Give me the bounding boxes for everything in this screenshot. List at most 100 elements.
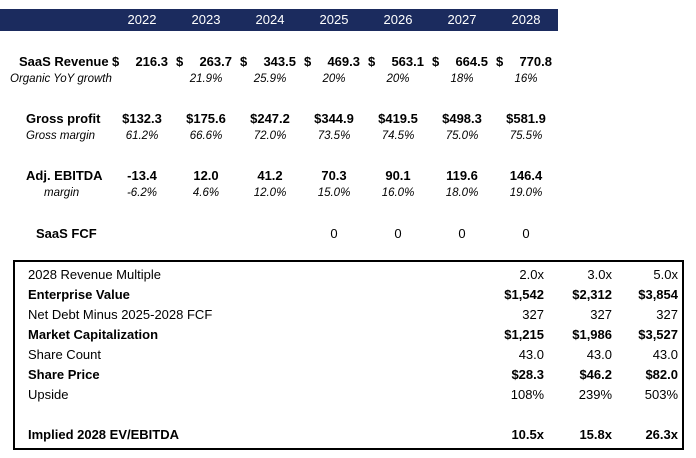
ebitda-cell: 12.0 xyxy=(193,168,219,183)
year-header: 2024 xyxy=(255,12,285,27)
currency-symbol: $ xyxy=(176,54,184,69)
valuation-row-label: Net Debt Minus 2025-2028 FCF xyxy=(28,307,213,322)
valuation-value: 327 xyxy=(590,307,612,322)
valuation-row-label: 2028 Revenue Multiple xyxy=(28,267,161,282)
em-cell: 15.0% xyxy=(317,187,351,199)
valuation-value: $28.3 xyxy=(511,367,544,382)
gp-cell: $581.9 xyxy=(506,111,546,126)
gm-cell: 75.0% xyxy=(445,130,479,142)
revenue-value: 770.8 xyxy=(519,54,552,69)
valuation-value: $46.2 xyxy=(579,367,612,382)
em-cell: 19.0% xyxy=(509,187,543,199)
valuation-row: Share Count 43.0 43.0 43.0 xyxy=(15,347,686,367)
gp-cell: $344.9 xyxy=(314,111,354,126)
valuation-value: $82.0 xyxy=(645,367,678,382)
gm-cell: 72.0% xyxy=(253,130,287,142)
gp-cell: $419.5 xyxy=(378,111,418,126)
revenue-value: 563.1 xyxy=(391,54,424,69)
gp-cell: $498.3 xyxy=(442,111,482,126)
adj-ebitda-label: Adj. EBITDA xyxy=(26,168,103,183)
growth-cell: 25.9% xyxy=(253,73,287,85)
valuation-row-label: Market Capitalization xyxy=(28,327,159,342)
valuation-value: 15.8x xyxy=(579,427,612,442)
valuation-value: 108% xyxy=(510,387,544,402)
fcf-cell: 0 xyxy=(458,226,466,241)
valuation-value: 2.0x xyxy=(519,267,544,282)
valuation-row: Market Capitalization $1,215 $1,986 $3,527 xyxy=(15,327,686,347)
saas-fcf-label: SaaS FCF xyxy=(36,226,97,241)
valuation-row-label: Enterprise Value xyxy=(28,287,130,302)
em-cell: -6.2% xyxy=(126,187,158,199)
gm-cell: 74.5% xyxy=(381,130,415,142)
growth-cell: 18% xyxy=(450,73,474,85)
year-header: 2025 xyxy=(319,12,349,27)
valuation-value: 26.3x xyxy=(645,427,678,442)
valuation-row: Share Price $28.3 $46.2 $82.0 xyxy=(15,367,686,387)
year-header: 2028 xyxy=(511,12,541,27)
valuation-row-label: Share Count xyxy=(28,347,101,362)
valuation-row: Upside 108% 239% 503% xyxy=(15,387,686,407)
saas-revenue-label: SaaS Revenue xyxy=(19,54,109,69)
revenue-value: 343.5 xyxy=(263,54,296,69)
valuation-value: 239% xyxy=(578,387,612,402)
revenue-value: 664.5 xyxy=(455,54,488,69)
currency-symbol: $ xyxy=(368,54,376,69)
currency-symbol: $ xyxy=(432,54,440,69)
gm-cell: 75.5% xyxy=(509,130,543,142)
ebitda-cell: 70.3 xyxy=(321,168,347,183)
fcf-cell: 0 xyxy=(394,226,402,241)
year-header: 2027 xyxy=(447,12,477,27)
valuation-row-label: Upside xyxy=(28,387,69,402)
revenue-value: 469.3 xyxy=(327,54,360,69)
em-cell: 18.0% xyxy=(445,187,479,199)
valuation-row-label: Implied 2028 EV/EBITDA xyxy=(28,427,179,442)
valuation-value: 43.0 xyxy=(518,347,544,362)
gp-cell: $247.2 xyxy=(250,111,290,126)
valuation-value: $3,527 xyxy=(638,327,678,342)
valuation-value: 327 xyxy=(522,307,544,322)
growth-cell: 20% xyxy=(322,73,346,85)
currency-symbol: $ xyxy=(304,54,312,69)
em-cell: 4.6% xyxy=(192,187,220,199)
valuation-value: 43.0 xyxy=(652,347,678,362)
revenue-value: 216.3 xyxy=(135,54,168,69)
valuation-value: $1,986 xyxy=(572,327,612,342)
gp-cell: $132.3 xyxy=(122,111,162,126)
valuation-row: 2028 Revenue Multiple 2.0x 3.0x 5.0x xyxy=(15,267,686,287)
organic-growth-label: Organic YoY growth xyxy=(10,73,112,85)
year-header: 2022 xyxy=(127,12,157,27)
valuation-value: 43.0 xyxy=(586,347,612,362)
ebitda-cell: 41.2 xyxy=(257,168,283,183)
currency-symbol: $ xyxy=(112,54,120,69)
ebitda-cell: -13.4 xyxy=(127,168,157,183)
ebitda-cell: 146.4 xyxy=(509,168,543,183)
valuation-value: 3.0x xyxy=(587,267,612,282)
valuation-value: $1,542 xyxy=(504,287,544,302)
ebitda-margin-label: margin xyxy=(44,187,80,199)
ebitda-cell: 90.1 xyxy=(385,168,411,183)
gross-profit-label: Gross profit xyxy=(26,111,101,126)
valuation-value: 503% xyxy=(644,387,678,402)
currency-symbol: $ xyxy=(496,54,504,69)
valuation-value: $2,312 xyxy=(572,287,612,302)
valuation-value: $1,215 xyxy=(504,327,544,342)
fcf-cell: 0 xyxy=(330,226,338,241)
gross-margin-label: Gross margin xyxy=(26,130,96,142)
valuation-value: $3,854 xyxy=(638,287,678,302)
valuation-value: 10.5x xyxy=(511,427,544,442)
growth-cell: 16% xyxy=(514,73,538,85)
valuation-row: Net Debt Minus 2025-2028 FCF 327 327 327 xyxy=(15,307,686,327)
valuation-value: 5.0x xyxy=(653,267,678,282)
ebitda-cell: 119.6 xyxy=(446,168,478,183)
fcf-cell: 0 xyxy=(522,226,530,241)
gm-cell: 73.5% xyxy=(317,130,351,142)
growth-cell: 20% xyxy=(386,73,410,85)
currency-symbol: $ xyxy=(240,54,248,69)
year-header: 2023 xyxy=(191,12,221,27)
gp-cell: $175.6 xyxy=(186,111,226,126)
valuation-row xyxy=(15,407,686,427)
valuation-row: Enterprise Value $1,542 $2,312 $3,854 xyxy=(15,287,686,307)
year-header-bar: 2022 2023 2024 2025 2026 2027 2028 xyxy=(0,9,558,31)
gm-cell: 61.2% xyxy=(125,130,159,142)
valuation-row-label: Share Price xyxy=(28,367,100,382)
